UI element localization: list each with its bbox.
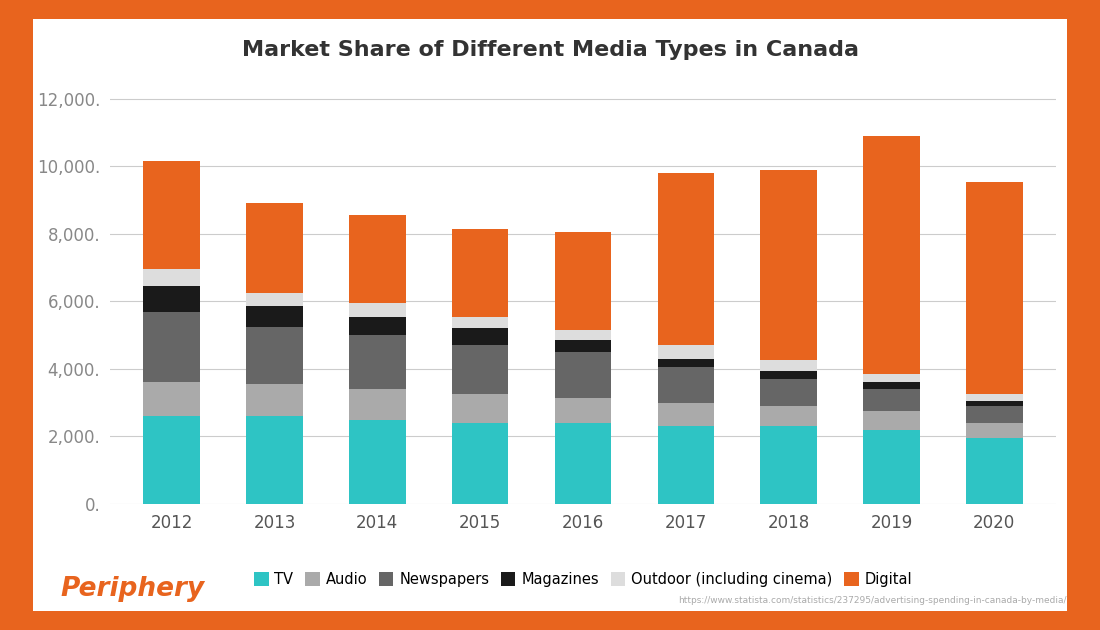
- Text: Market Share of Different Media Types in Canada: Market Share of Different Media Types in…: [242, 40, 858, 60]
- Bar: [658, 345, 714, 359]
- Bar: [760, 169, 817, 360]
- Legend: TV, Audio, Newspapers, Magazines, Outdoor (including cinema), Digital: TV, Audio, Newspapers, Magazines, Outdoo…: [249, 566, 917, 593]
- Bar: [658, 359, 714, 367]
- Bar: [864, 382, 920, 389]
- Bar: [966, 406, 1023, 423]
- Bar: [349, 317, 406, 335]
- Bar: [452, 229, 508, 317]
- Bar: [143, 382, 200, 416]
- Bar: [864, 411, 920, 430]
- Bar: [658, 427, 714, 504]
- Bar: [554, 330, 612, 340]
- Bar: [966, 401, 1023, 406]
- Bar: [658, 403, 714, 427]
- Bar: [349, 420, 406, 504]
- Bar: [246, 203, 302, 293]
- Bar: [246, 384, 302, 416]
- Bar: [143, 286, 200, 311]
- Bar: [349, 389, 406, 420]
- Bar: [760, 379, 817, 406]
- Bar: [658, 173, 714, 345]
- Text: https://www.statista.com/statistics/237295/advertising-spending-in-canada-by-med: https://www.statista.com/statistics/2372…: [679, 596, 1067, 605]
- Bar: [864, 430, 920, 504]
- Bar: [760, 370, 817, 379]
- Bar: [760, 406, 817, 427]
- Bar: [658, 367, 714, 403]
- Bar: [349, 303, 406, 317]
- Bar: [864, 389, 920, 411]
- Bar: [966, 423, 1023, 438]
- Bar: [246, 306, 302, 327]
- Bar: [554, 352, 612, 398]
- Bar: [246, 327, 302, 384]
- Bar: [452, 345, 508, 394]
- Bar: [760, 360, 817, 370]
- Bar: [966, 181, 1023, 394]
- Bar: [554, 398, 612, 423]
- Bar: [143, 269, 200, 286]
- Bar: [246, 293, 302, 306]
- Bar: [143, 161, 200, 269]
- Bar: [452, 423, 508, 504]
- Text: Periphery: Periphery: [60, 576, 205, 602]
- Bar: [760, 427, 817, 504]
- Bar: [349, 335, 406, 389]
- Bar: [554, 340, 612, 352]
- Bar: [452, 394, 508, 423]
- Bar: [349, 215, 406, 303]
- Bar: [143, 416, 200, 504]
- Bar: [452, 328, 508, 345]
- Bar: [554, 423, 612, 504]
- Bar: [452, 317, 508, 328]
- Bar: [966, 394, 1023, 401]
- Bar: [864, 374, 920, 382]
- Bar: [554, 232, 612, 330]
- Bar: [246, 416, 302, 504]
- Bar: [966, 438, 1023, 504]
- Bar: [864, 136, 920, 374]
- Bar: [143, 311, 200, 382]
